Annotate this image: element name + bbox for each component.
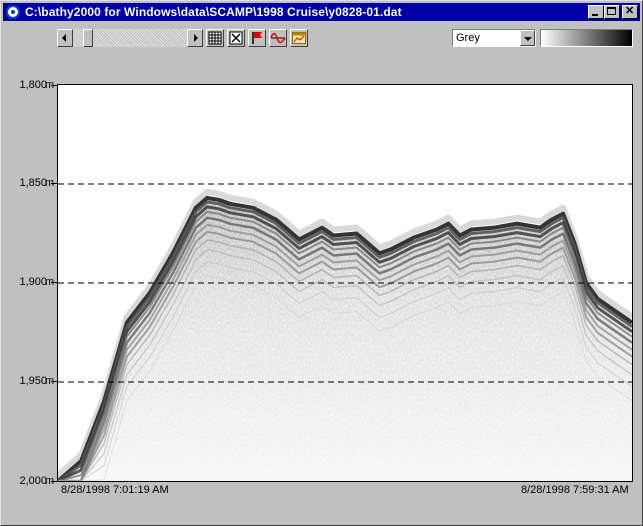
scroll-track[interactable] — [73, 29, 187, 47]
mark-button[interactable] — [227, 29, 245, 47]
right-arrow-icon — [194, 34, 198, 42]
maximize-icon — [607, 7, 616, 15]
chart-window-button[interactable] — [290, 29, 308, 47]
grid-button[interactable] — [206, 29, 224, 47]
scroll-right-button[interactable] — [187, 29, 203, 47]
subbottom-noise — [58, 197, 632, 481]
palette-select[interactable]: Grey — [452, 29, 536, 47]
y-tick — [51, 85, 57, 86]
time-scrollbar[interactable] — [57, 29, 203, 47]
reflector-band — [58, 216, 632, 481]
waveform-button[interactable] — [269, 29, 287, 47]
left-arrow-icon — [62, 34, 66, 42]
reflector-band — [58, 275, 632, 481]
y-tick — [51, 282, 57, 283]
y-tick — [51, 381, 57, 382]
chart-window-icon — [292, 32, 306, 44]
reflector-band — [58, 230, 632, 481]
reflector-band — [58, 195, 632, 481]
scroll-thumb[interactable] — [83, 29, 93, 47]
mark-x-icon — [229, 31, 243, 45]
flag-icon — [252, 32, 262, 44]
y-tick — [51, 183, 57, 184]
palette-dropdown-button[interactable] — [520, 30, 535, 46]
echogram-plot[interactable] — [57, 84, 633, 482]
end-time-label: 8/28/1998 7:59:31 AM — [521, 484, 629, 496]
reflector-band — [58, 210, 632, 481]
y-tick — [51, 481, 57, 482]
palette-select-value: Grey — [456, 32, 480, 44]
y-tick-label-1950: 1,950 — [19, 375, 47, 387]
y-tick-label-1900: 1,900 — [19, 276, 47, 288]
reflector-band — [58, 200, 632, 481]
reflector-band — [58, 249, 632, 481]
reflector-band — [58, 261, 632, 481]
close-button[interactable]: ✕ — [622, 5, 638, 19]
y-tick-label-2000: 2,000 — [19, 475, 47, 487]
flag-button[interactable] — [248, 29, 266, 47]
echogram-svg — [58, 183, 632, 481]
y-tick-label-1850: 1,850 — [19, 177, 47, 189]
minimize-icon — [592, 14, 598, 16]
y-tick-unit: m — [45, 177, 55, 189]
reflector-band — [58, 188, 632, 478]
waveform-icon — [270, 32, 286, 44]
reflector-band — [58, 205, 632, 481]
scroll-left-button[interactable] — [57, 29, 73, 47]
y-tick-label-1800: 1,800 — [19, 79, 47, 91]
y-tick-unit: m — [45, 276, 55, 288]
app-icon[interactable] — [6, 5, 20, 19]
reflector-band — [58, 223, 632, 481]
maximize-button[interactable] — [604, 5, 620, 19]
y-tick-unit: m — [45, 475, 55, 487]
title-bar[interactable]: C:\bathy2000 for Windows\data\SCAMP\1998… — [3, 3, 640, 21]
close-icon: ✕ — [625, 5, 635, 17]
minimize-button[interactable] — [588, 5, 604, 19]
grid-icon — [208, 31, 222, 45]
y-tick-unit: m — [45, 375, 55, 387]
reflector-band — [58, 239, 632, 481]
window-title: C:\bathy2000 for Windows\data\SCAMP\1998… — [25, 5, 402, 19]
chevron-down-icon — [524, 37, 532, 41]
colormap-preview — [540, 29, 633, 47]
start-time-label: 8/28/1998 7:01:19 AM — [61, 484, 169, 496]
y-tick-unit: m — [45, 79, 55, 91]
